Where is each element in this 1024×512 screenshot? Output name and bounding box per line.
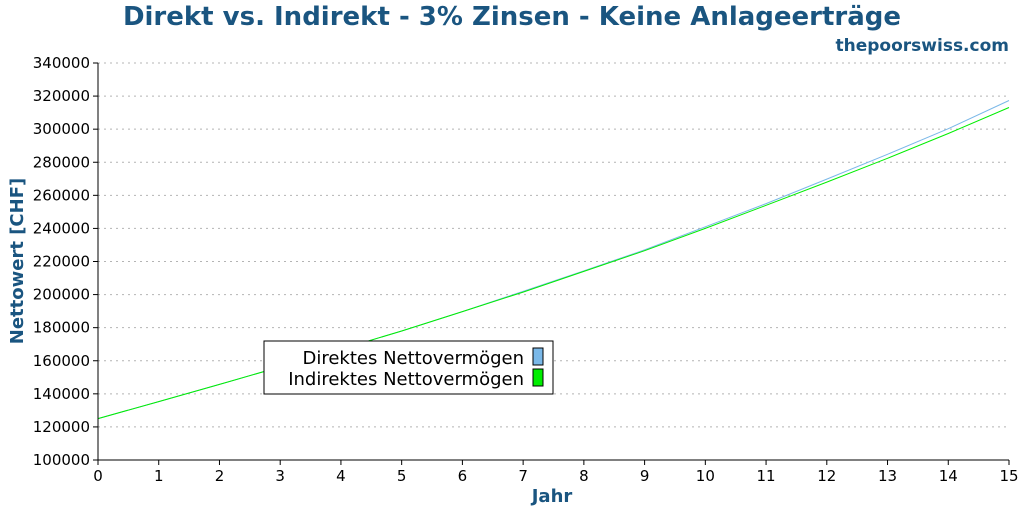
y-tick-label: 320000	[33, 87, 90, 105]
y-tick-label: 160000	[33, 352, 90, 370]
grid-lines	[98, 62, 1009, 428]
y-tick-label: 340000	[33, 54, 90, 72]
x-tick-label: 7	[518, 467, 528, 485]
y-tick-label: 200000	[33, 286, 90, 304]
y-tick-label: 240000	[33, 219, 90, 237]
x-tick-label: 8	[579, 467, 589, 485]
x-tick-label: 13	[878, 467, 897, 485]
legend-swatch-direct	[532, 347, 544, 366]
axes	[93, 62, 1010, 465]
x-tick-label: 4	[336, 467, 346, 485]
x-tick-label: 2	[215, 467, 225, 485]
x-tick-label: 14	[939, 467, 958, 485]
y-axis-label: Nettowert [CHF]	[7, 178, 28, 344]
x-tick-label: 9	[640, 467, 650, 485]
legend-swatch-indirect	[532, 368, 544, 387]
y-tick-label: 120000	[33, 418, 90, 436]
site-label: thepoorswiss.com	[836, 36, 1010, 56]
y-tick-label: 260000	[33, 186, 90, 204]
legend-label-indirect: Indirektes Nettovermögen	[288, 369, 524, 390]
y-tick-label: 280000	[33, 153, 90, 171]
x-tick-label: 15	[999, 467, 1018, 485]
x-tick-label: 10	[696, 467, 715, 485]
x-tick-label: 1	[154, 467, 164, 485]
series-lines	[97, 100, 1010, 420]
legend-box	[263, 340, 554, 395]
tick-labels: 100000 120000 140000 160000 180000 200000 2200…	[33, 54, 1019, 485]
x-tick-label: 11	[757, 467, 776, 485]
x-tick-label: 3	[275, 467, 285, 485]
x-axis-label: Jahr	[530, 486, 573, 507]
y-tick-label: 300000	[33, 120, 90, 138]
legend: Direktes Nettovermögen Indirektes Nettov…	[263, 340, 554, 395]
x-tick-label: 5	[397, 467, 407, 485]
chart-title: Direkt vs. Indirekt - 3% Zinsen - Keine …	[123, 2, 901, 32]
y-tick-label: 180000	[33, 319, 90, 337]
x-tick-label: 12	[817, 467, 836, 485]
series-line-indirect	[97, 107, 1010, 420]
y-tick-label: 140000	[33, 385, 90, 403]
y-tick-label: 220000	[33, 253, 90, 271]
y-tick-label: 100000	[33, 451, 90, 469]
x-tick-label: 6	[458, 467, 468, 485]
x-tick-label: 0	[93, 467, 103, 485]
legend-label-direct: Direktes Nettovermögen	[302, 348, 524, 369]
